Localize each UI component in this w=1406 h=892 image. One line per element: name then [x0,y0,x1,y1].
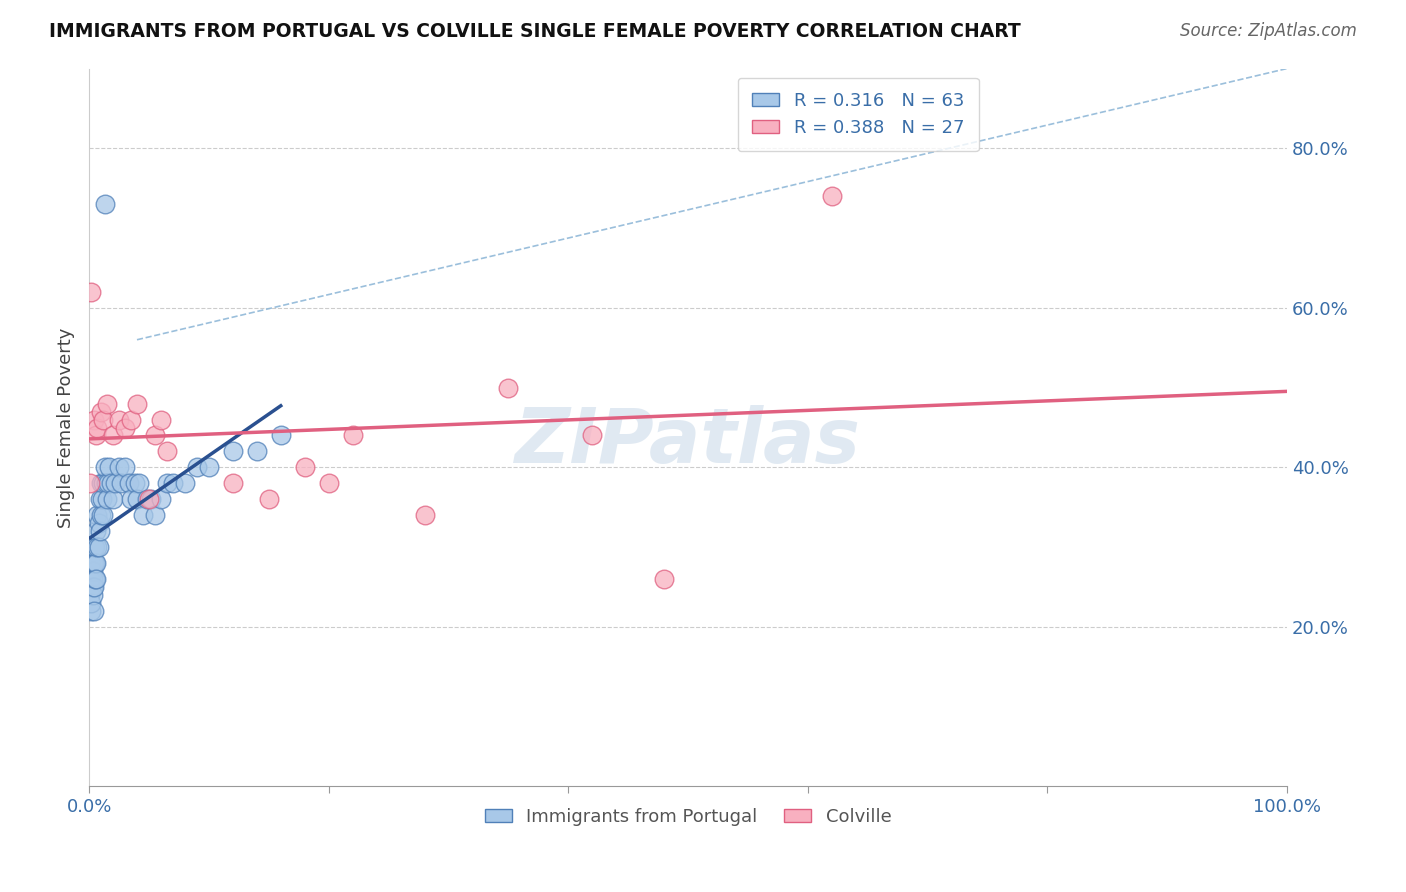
Point [83,604,105,618]
Point [82,564,104,578]
Point [110,476,132,491]
Point [82,572,104,586]
Point [156,444,179,458]
Point [83,540,105,554]
Point [101,492,124,507]
Point [96,492,118,507]
Point [79,476,101,491]
Point [138,492,160,507]
Point [498,381,520,395]
Point [96,396,118,410]
Point [413,508,436,523]
Point [84,556,107,570]
Point [91,492,114,507]
Point [125,396,148,410]
Point [90,404,112,418]
Point [87,540,110,554]
Point [80,604,103,618]
Point [82,580,104,594]
Point [84,524,107,539]
Point [652,572,675,586]
Point [100,476,122,491]
Point [128,476,150,491]
Point [149,492,172,507]
Point [174,476,197,491]
Point [87,516,110,531]
Point [318,476,340,491]
Point [82,556,104,570]
Point [143,508,166,523]
Point [86,420,108,434]
Point [120,492,142,507]
Point [83,412,105,426]
Point [83,580,105,594]
Point [82,588,104,602]
Point [117,476,139,491]
Point [84,428,107,442]
Point [93,197,115,211]
Point [222,444,245,458]
Text: Source: ZipAtlas.com: Source: ZipAtlas.com [1180,22,1357,40]
Point [162,476,184,491]
Point [80,572,103,586]
Point [89,524,111,539]
Point [143,428,166,442]
Point [80,556,103,570]
Point [83,556,105,570]
Point [86,508,108,523]
Point [97,476,120,491]
Point [80,285,103,299]
Text: ZIPatlas: ZIPatlas [515,405,860,479]
Point [108,412,131,426]
Point [124,476,146,491]
Point [108,460,131,475]
Point [80,580,103,594]
Point [90,476,112,491]
Point [84,540,107,554]
Text: IMMIGRANTS FROM PORTUGAL VS COLVILLE SINGLE FEMALE POVERTY CORRELATION CHART: IMMIGRANTS FROM PORTUGAL VS COLVILLE SIN… [49,22,1021,41]
Point [246,444,269,458]
Point [94,476,117,491]
Point [125,492,148,507]
Point [84,556,107,570]
Point [93,412,115,426]
Point [93,476,115,491]
Point [581,428,603,442]
Point [120,412,142,426]
Point [821,189,844,203]
Point [156,476,179,491]
Point [79,588,101,602]
Point [135,492,157,507]
Point [84,572,107,586]
Point [101,428,124,442]
Point [86,540,108,554]
Point [294,460,316,475]
Point [89,492,111,507]
Point [93,460,115,475]
Point [141,492,163,507]
Point [98,460,121,475]
Point [257,492,280,507]
Point [93,508,115,523]
Y-axis label: Single Female Poverty: Single Female Poverty [58,327,75,528]
Point [186,460,208,475]
Point [104,476,127,491]
Legend: Immigrants from Portugal, Colville: Immigrants from Portugal, Colville [475,799,901,835]
Point [222,476,245,491]
Point [114,420,136,434]
Point [79,572,101,586]
Point [149,412,172,426]
Point [132,508,155,523]
Point [114,460,136,475]
Point [84,572,107,586]
Point [270,428,292,442]
Point [198,460,221,475]
Point [342,428,364,442]
Point [80,596,103,610]
Point [90,508,112,523]
